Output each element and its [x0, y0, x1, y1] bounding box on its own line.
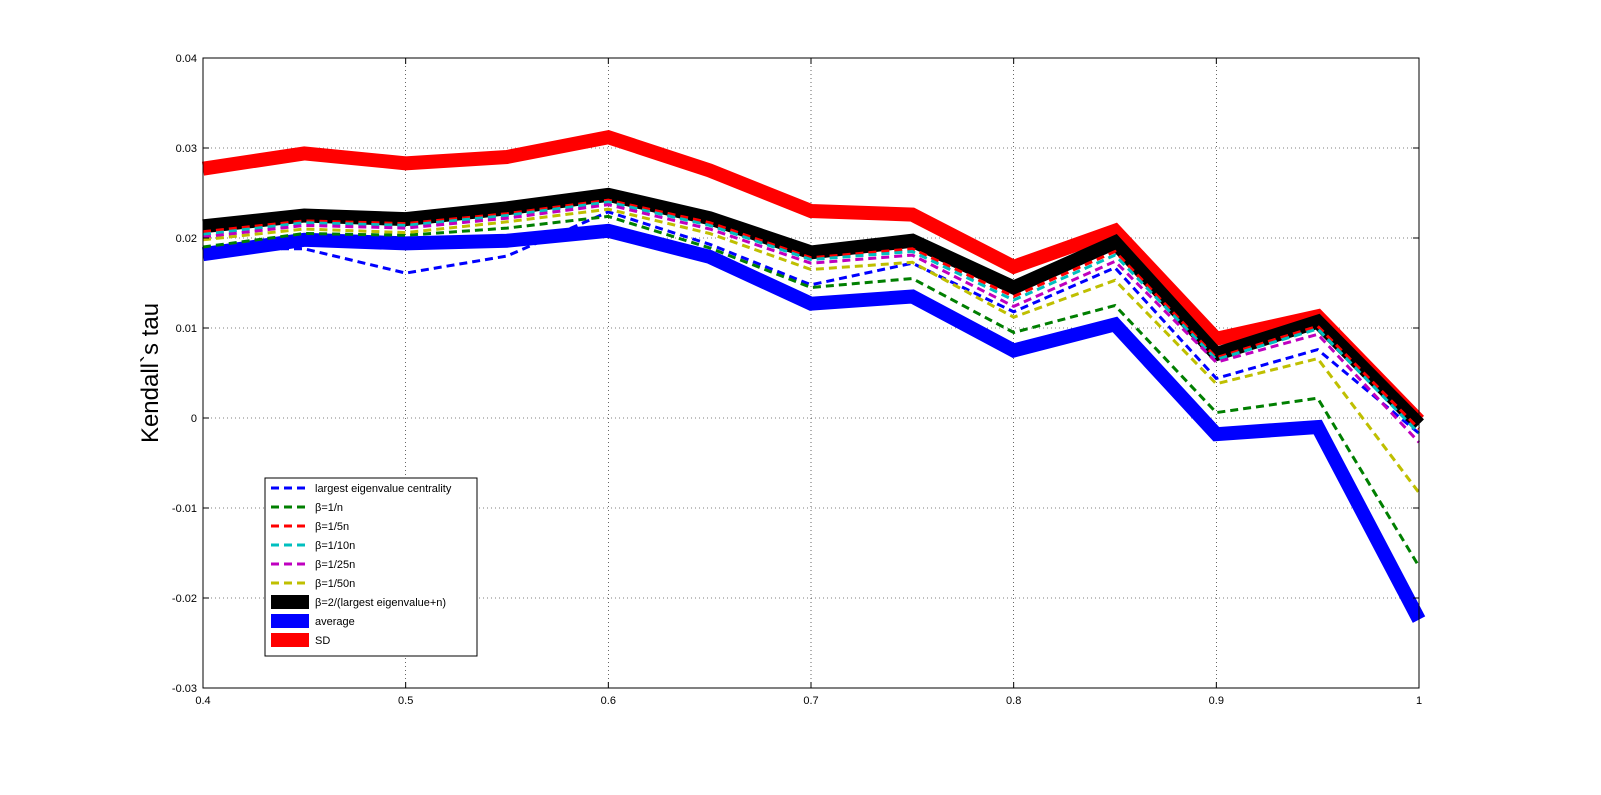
series-line-average	[202, 223, 1426, 623]
legend-label-1-25n: β=1/25n	[315, 559, 355, 571]
series-line-largest-eigenvalue-centrality	[203, 210, 1420, 435]
y-tick-label: -0.01	[172, 503, 197, 515]
x-tick-label: 0.6	[601, 695, 616, 707]
y-tick-label: -0.03	[172, 683, 197, 695]
axis-ticks: 0.4 0.5 0.6 0.7 0.8 0.9 1 -0.03 -0.02 -0.01 0 0.01 0…	[172, 53, 1422, 707]
y-tick-label: 0.01	[176, 323, 197, 335]
y-tick-label: 0	[191, 413, 197, 425]
y-tick-label: 0.03	[176, 143, 197, 155]
series-line-1-10n	[202, 200, 1421, 435]
legend-label-2-largest-eigenvalue-n: β=2/(largest eigenvalue+n)	[315, 597, 446, 609]
series-line-2-largest-eigenvalue-n	[202, 187, 1424, 430]
legend-label-sd: SD	[315, 635, 330, 647]
data-series	[201, 129, 1426, 623]
x-tick-label: 0.5	[398, 695, 413, 707]
x-tick-label: 0.7	[803, 695, 818, 707]
x-tick-label: 0.4	[195, 695, 210, 707]
x-tick-label: 1	[1416, 695, 1422, 707]
series-line-1-25n	[202, 203, 1421, 444]
legend-box	[264, 477, 478, 657]
x-tick-label: 0.9	[1209, 695, 1224, 707]
legend: largest eigenvalue centrality β=1/n β=1/5n…	[264, 477, 478, 657]
y-tick-label: -0.02	[172, 593, 197, 605]
legend-label-average: average	[315, 616, 355, 628]
series-line-sd	[201, 129, 1425, 426]
legend-label-largest-eigenvalue-centrality: largest eigenvalue centrality	[315, 483, 452, 495]
y-tick-label: 0.04	[176, 53, 197, 65]
y-axis-label: Kendall`s tau	[137, 303, 164, 443]
x-tick-label: 0.8	[1006, 695, 1021, 707]
legend-label-1-50n: β=1/50n	[315, 578, 355, 590]
y-tick-label: 0.02	[176, 233, 197, 245]
legend-label-1-n: β=1/n	[315, 502, 343, 514]
legend-label-1-10n: β=1/10n	[315, 540, 355, 552]
series-line-1-5n	[202, 198, 1421, 430]
legend-label-1-5n: β=1/5n	[315, 521, 349, 533]
